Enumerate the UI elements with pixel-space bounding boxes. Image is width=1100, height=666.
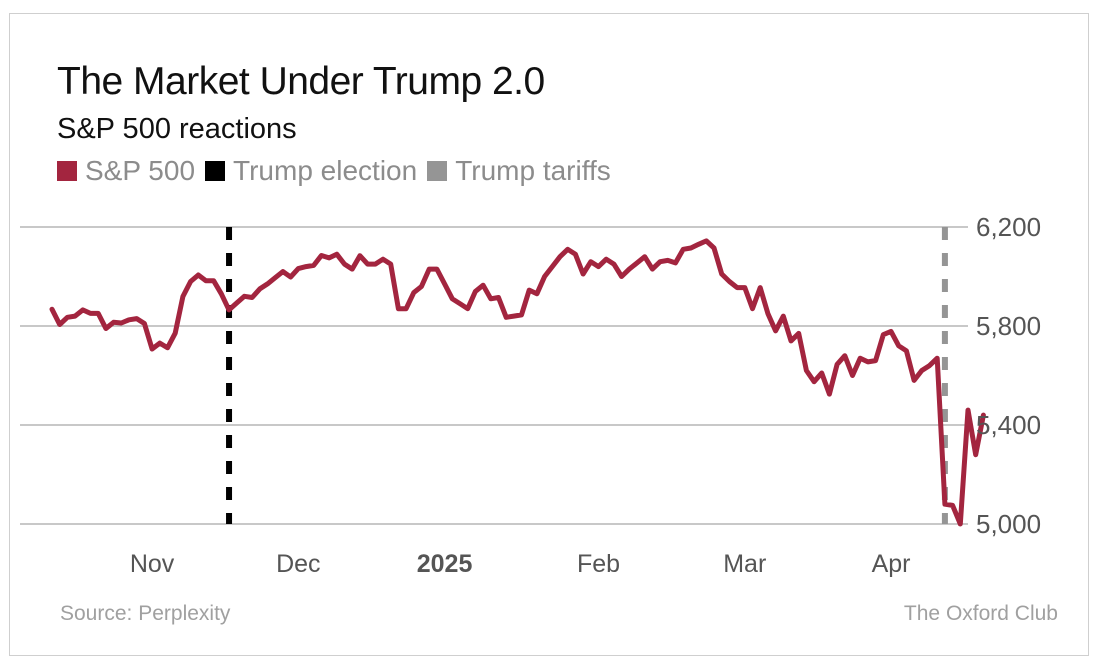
x-tick-label: Nov bbox=[130, 550, 175, 578]
source-note: Source: Perplexity bbox=[60, 602, 231, 625]
x-tick-label: Mar bbox=[723, 550, 766, 578]
series-lines bbox=[49, 238, 986, 527]
gridlines bbox=[20, 226, 968, 525]
chart-subtitle: S&P 500 reactions bbox=[57, 113, 297, 145]
x-tick-label: Dec bbox=[276, 550, 320, 578]
brand-credit: The Oxford Club bbox=[903, 602, 1058, 625]
s-p-500-line bbox=[49, 238, 986, 527]
x-tick-label: Feb bbox=[577, 550, 620, 578]
x-tick-label: Apr bbox=[872, 550, 911, 578]
legend-item-trump-election: Trump election bbox=[205, 155, 417, 187]
y-axis-labels: 6,200 5,800 5,400 5,000 bbox=[976, 212, 1041, 539]
legend-item-trump-tariffs: Trump tariffs bbox=[427, 155, 611, 187]
legend-swatch-trump-tariffs bbox=[427, 161, 448, 181]
legend-swatch-sp500 bbox=[57, 161, 77, 181]
legend: S&P 500 Trump election Trump tariffs bbox=[57, 155, 621, 187]
legend-label-sp500: S&P 500 bbox=[85, 155, 196, 186]
chart-frame bbox=[9, 13, 1089, 656]
legend-item-sp500: S&P 500 bbox=[57, 155, 195, 187]
x-tick-label: 2025 bbox=[417, 550, 473, 578]
legend-label-trump-election: Trump election bbox=[233, 155, 418, 186]
x-axis-labels: Nov Dec 2025 Feb Mar Apr bbox=[130, 550, 911, 578]
y-tick-label: 5,000 bbox=[976, 509, 1041, 539]
chart-title: The Market Under Trump 2.0 bbox=[57, 60, 545, 103]
legend-label-trump-tariffs: Trump tariffs bbox=[455, 155, 611, 186]
y-tick-label: 5,800 bbox=[976, 311, 1041, 341]
legend-swatch-trump-election bbox=[205, 161, 226, 181]
y-tick-label: 5,400 bbox=[976, 410, 1041, 440]
y-tick-label: 6,200 bbox=[976, 212, 1041, 242]
